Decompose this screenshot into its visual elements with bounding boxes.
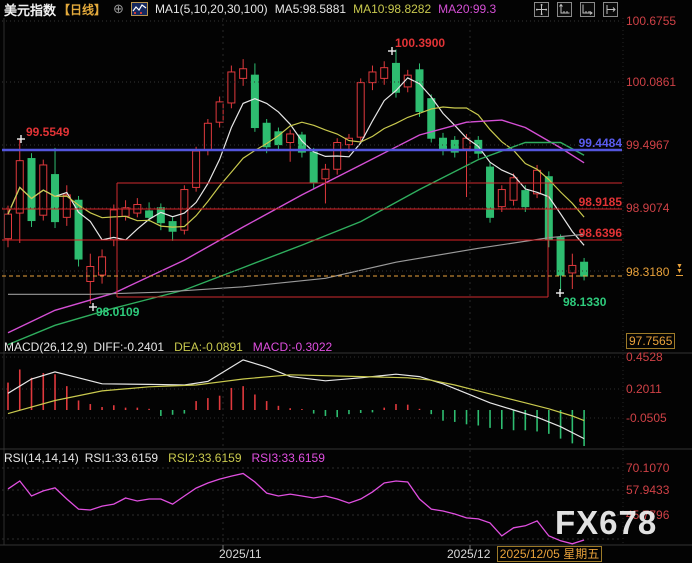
y-axis-label: 98.3180 (626, 265, 670, 279)
swing-annotation-label: 98.0109 (96, 305, 140, 319)
move-crosshair-icon[interactable] (534, 2, 549, 17)
y-axis-label: 98.9074 (626, 201, 670, 215)
macd-title: MACD(26,12,9) (4, 340, 88, 354)
x-axis-month-label: 2025/12 (447, 547, 491, 561)
fx678-watermark: FX678 (555, 504, 658, 541)
red-line-price-label: 98.6396 (578, 226, 622, 240)
ma20-value: MA20:99.3 (438, 2, 497, 16)
rsi-header: RSI(14,14,14) RSI1:33.6159 RSI2:33.6159 … (4, 451, 325, 465)
current-price-marker-icon[interactable]: ▼ ▼ (676, 263, 683, 276)
add-indicator-icon[interactable]: ⊕ (113, 1, 124, 16)
red-line-price-label: 98.9185 (578, 195, 622, 209)
swing-annotation-label: 100.3900 (395, 36, 446, 50)
x-axis-month-label: 2025/11 (219, 547, 262, 561)
chart-header: 美元指数 【日线】 ⊕ MA1(5,10,20,30,100) MA5:98.58… (4, 1, 497, 18)
rsi-axis-label: 45.7796 (626, 508, 670, 522)
macd-axis-label: -0.0505 (626, 411, 667, 425)
macd-dea-value: DEA:-0.0891 (174, 340, 243, 354)
y-axis-scale-icon[interactable] (557, 2, 572, 17)
symbol-name: 美元指数 (4, 2, 57, 18)
ma5-value: MA5:98.5881 (274, 2, 347, 16)
y-axis-label: 100.6755 (626, 14, 677, 28)
macd-axis-label: 0.4528 (626, 350, 663, 364)
mini-chart-icon[interactable] (130, 2, 148, 16)
y-axis-label: 99.4967 (626, 138, 670, 152)
ma10-value: MA10:98.8282 (353, 2, 432, 16)
swing-annotation-label: 99.5549 (26, 125, 70, 139)
rsi-title: RSI(14,14,14) (4, 451, 79, 465)
y-axis-label: 100.0861 (626, 75, 677, 89)
macd-header: MACD(26,12,9) DIFF:-0.2401 DEA:-0.0891 M… (4, 340, 332, 354)
y-axis-label: 97.7565 (626, 333, 676, 349)
rsi-axis-label: 57.9433 (626, 483, 670, 497)
period-label: 【日线】 (58, 2, 107, 17)
shift-right-icon[interactable] (603, 2, 618, 17)
rsi2-value: RSI2:33.6159 (168, 451, 242, 465)
ma-settings-label: MA1(5,10,20,30,100) (154, 2, 268, 16)
rsi3-value: RSI3:33.6159 (251, 451, 325, 465)
swing-annotation-label: 98.1330 (563, 295, 607, 309)
blue-line-price-label: 99.4484 (578, 136, 622, 150)
rsi1-value: RSI1:33.6159 (84, 451, 159, 465)
macd-axis-label: 0.2011 (626, 382, 662, 396)
x-axis-scale-icon[interactable] (580, 2, 595, 17)
rsi-axis-label: 70.1070 (626, 461, 670, 475)
current-date-badge: 2025/12/05 星期五 (497, 546, 602, 562)
chart-toolbar (534, 2, 618, 17)
macd-macd-value: MACD:-0.3022 (252, 340, 333, 354)
macd-diff-value: DIFF:-0.2401 (93, 340, 165, 354)
